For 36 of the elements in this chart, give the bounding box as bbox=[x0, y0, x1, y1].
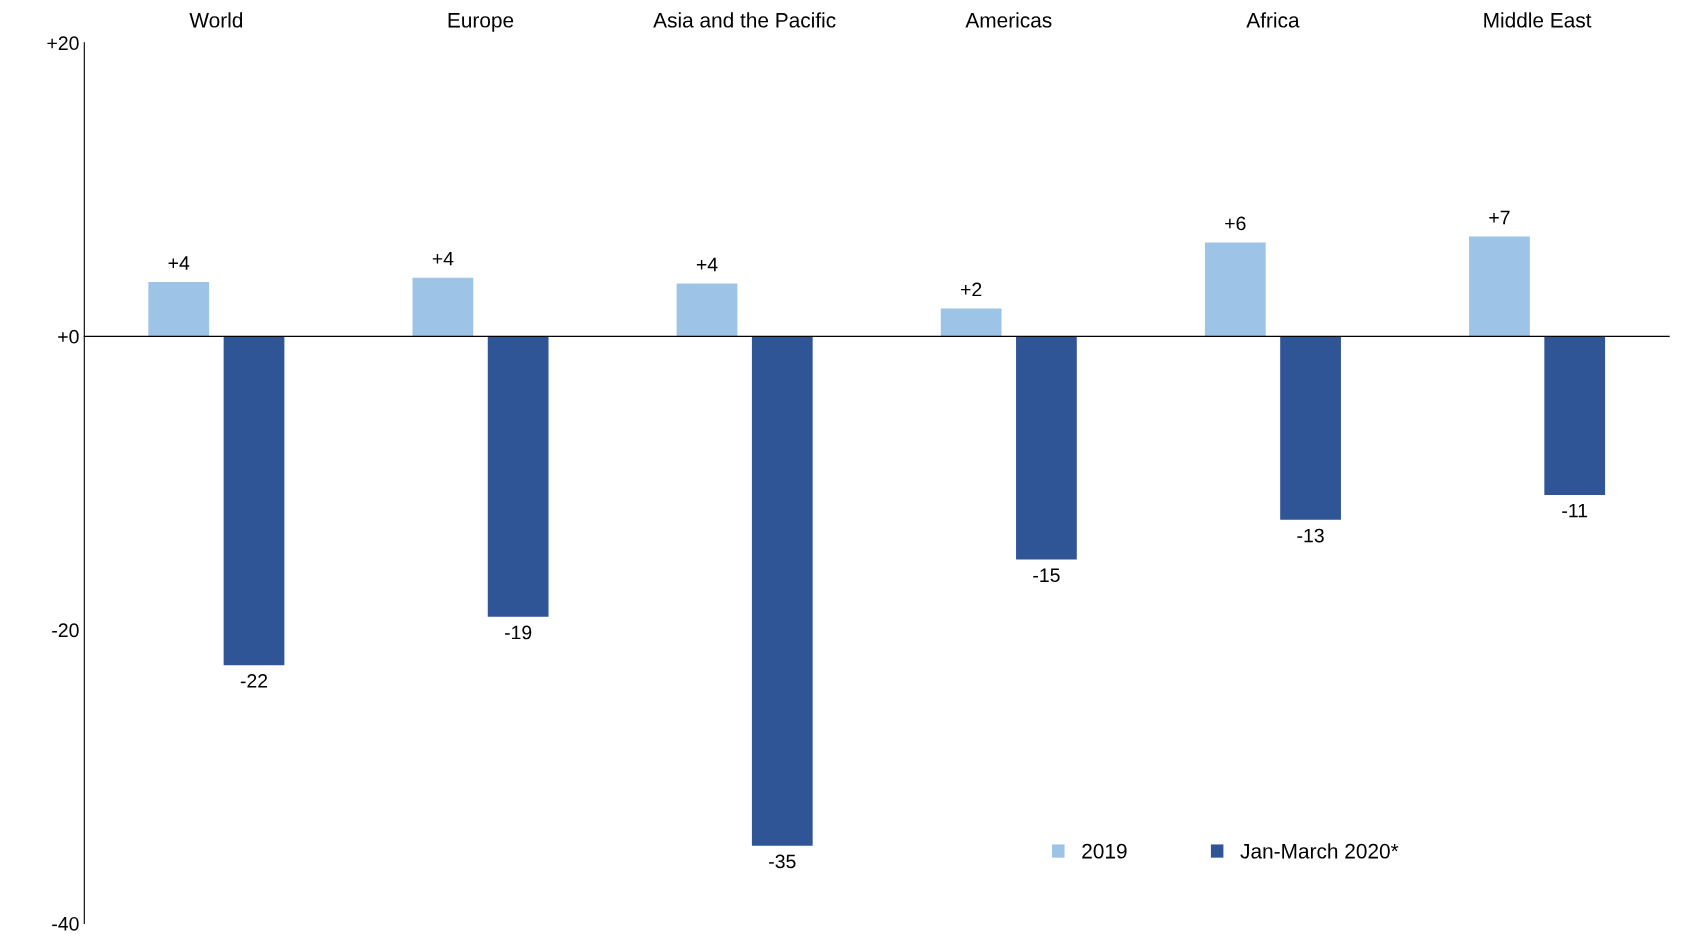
bar bbox=[676, 283, 738, 337]
bar bbox=[940, 308, 1002, 337]
y-tick-label: +0 bbox=[58, 329, 79, 344]
data-label: -35 bbox=[769, 854, 796, 869]
bar bbox=[1469, 236, 1530, 337]
data-label: +6 bbox=[1225, 216, 1246, 231]
legend-label: 2019 bbox=[1082, 843, 1127, 859]
x-tick-label: Europe bbox=[448, 13, 514, 32]
bar bbox=[1544, 336, 1606, 495]
x-tick-label: Americas bbox=[965, 12, 1052, 28]
y-tick-label: -40 bbox=[52, 916, 79, 931]
x-tick-label: Asia and the Pacific bbox=[653, 12, 836, 28]
bar bbox=[412, 277, 474, 337]
bar bbox=[1204, 242, 1266, 337]
bar bbox=[1280, 336, 1341, 520]
bar bbox=[487, 336, 549, 617]
bar bbox=[148, 282, 210, 337]
data-label: -13 bbox=[1297, 528, 1324, 543]
x-tick-label: Middle East bbox=[1484, 12, 1592, 28]
y-tick-label: -20 bbox=[52, 623, 79, 638]
data-label: -19 bbox=[504, 625, 532, 640]
data-label: -11 bbox=[1562, 503, 1588, 518]
bar bbox=[751, 336, 813, 846]
data-label: -15 bbox=[1033, 568, 1060, 583]
data-label: -22 bbox=[240, 673, 268, 688]
data-label: +2 bbox=[961, 282, 982, 297]
data-label: +4 bbox=[432, 251, 454, 266]
legend-label: Jan-March 2020* bbox=[1240, 843, 1399, 859]
data-label: +7 bbox=[1489, 210, 1510, 225]
bar bbox=[1016, 336, 1077, 560]
data-label: +4 bbox=[696, 257, 718, 272]
data-label: +4 bbox=[168, 256, 190, 270]
y-tick-label: +20 bbox=[47, 36, 79, 51]
x-tick-label: World bbox=[189, 12, 243, 28]
bar bbox=[223, 336, 285, 666]
x-tick-label: Africa bbox=[1246, 12, 1300, 28]
